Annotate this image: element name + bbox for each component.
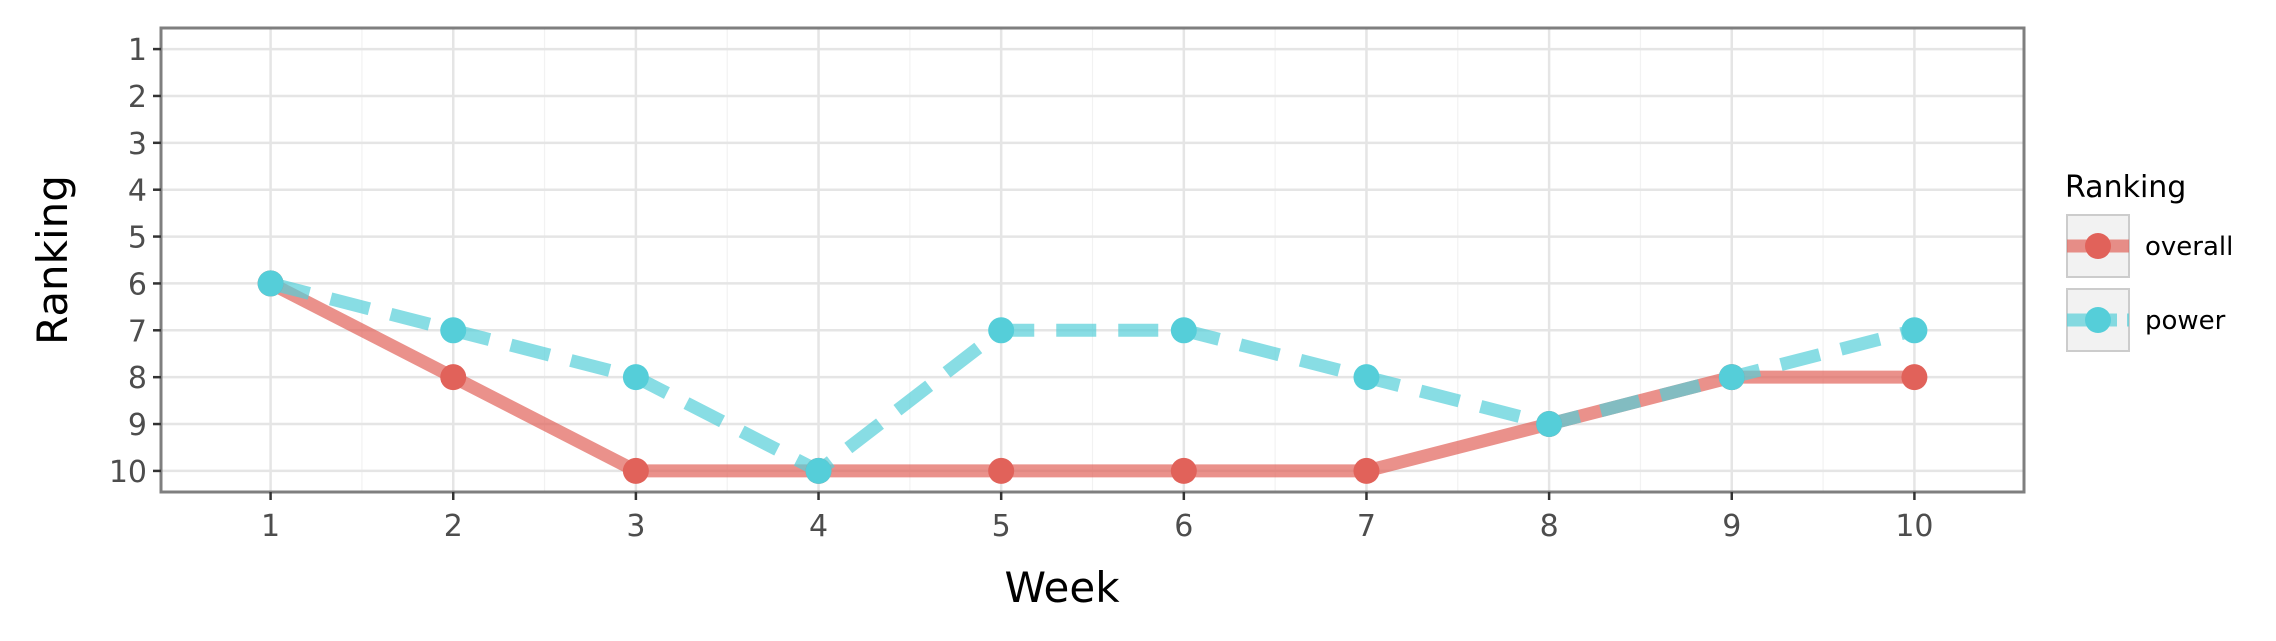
y-tick-label: 8 <box>128 361 147 396</box>
data-point-power <box>257 270 284 297</box>
data-point-power <box>1536 411 1563 438</box>
x-tick-label: 2 <box>444 509 463 544</box>
series-lines <box>267 277 1917 478</box>
x-tick-label: 6 <box>1174 509 1193 544</box>
y-tick-label: 9 <box>128 408 147 443</box>
x-tick-label: 1 <box>261 509 280 544</box>
y-tick-label: 7 <box>128 314 147 349</box>
y-tick-label: 6 <box>128 267 147 302</box>
y-tick-label: 5 <box>128 221 147 256</box>
x-tick-label: 8 <box>1540 509 1559 544</box>
plot-border <box>159 26 2026 494</box>
y-axis-title: Ranking <box>28 175 77 345</box>
data-point-overall <box>1901 364 1928 391</box>
y-tick-label: 4 <box>128 174 147 209</box>
x-axis: 1 2 3 4 5 6 7 8 9 10 <box>261 492 1934 544</box>
data-point-overall <box>1353 457 1380 484</box>
data-point-power <box>1901 317 1928 344</box>
legend-label-power: power <box>2145 306 2226 336</box>
legend-title: Ranking <box>2065 170 2186 205</box>
x-tick-label: 9 <box>1722 509 1741 544</box>
y-tick-label: 1 <box>128 33 147 68</box>
legend-key-marker <box>2085 307 2111 333</box>
y-tick-label: 2 <box>128 80 147 115</box>
legend-label-overall: overall <box>2145 232 2233 262</box>
data-point-overall <box>622 457 649 484</box>
data-point-power <box>1170 317 1197 344</box>
x-axis-title: Week <box>1004 563 1120 612</box>
x-tick-label: 4 <box>809 509 828 544</box>
data-point-overall <box>988 457 1015 484</box>
y-tick-label: 3 <box>128 127 147 162</box>
x-tick-label: 5 <box>992 509 1011 544</box>
x-tick-label: 3 <box>626 509 645 544</box>
grid-lines <box>161 28 2024 492</box>
y-tick-label: 10 <box>109 455 147 490</box>
data-point-power <box>622 364 649 391</box>
data-point-power <box>1718 364 1745 391</box>
x-tick-label: 7 <box>1357 509 1376 544</box>
legend: Ranking overall power <box>2065 170 2233 352</box>
data-point-power <box>440 317 467 344</box>
series-points <box>257 270 1928 484</box>
data-point-power <box>988 317 1015 344</box>
series-line-overall <box>267 277 1915 478</box>
data-point-overall <box>440 364 467 391</box>
legend-key-marker <box>2085 233 2111 259</box>
y-axis: 1 2 3 4 5 6 7 8 9 10 <box>109 33 161 490</box>
data-point-power <box>1353 364 1380 391</box>
series-line-power <box>268 277 1917 478</box>
data-point-overall <box>1170 457 1197 484</box>
x-tick-label: 10 <box>1895 509 1933 544</box>
data-point-power <box>805 457 832 484</box>
